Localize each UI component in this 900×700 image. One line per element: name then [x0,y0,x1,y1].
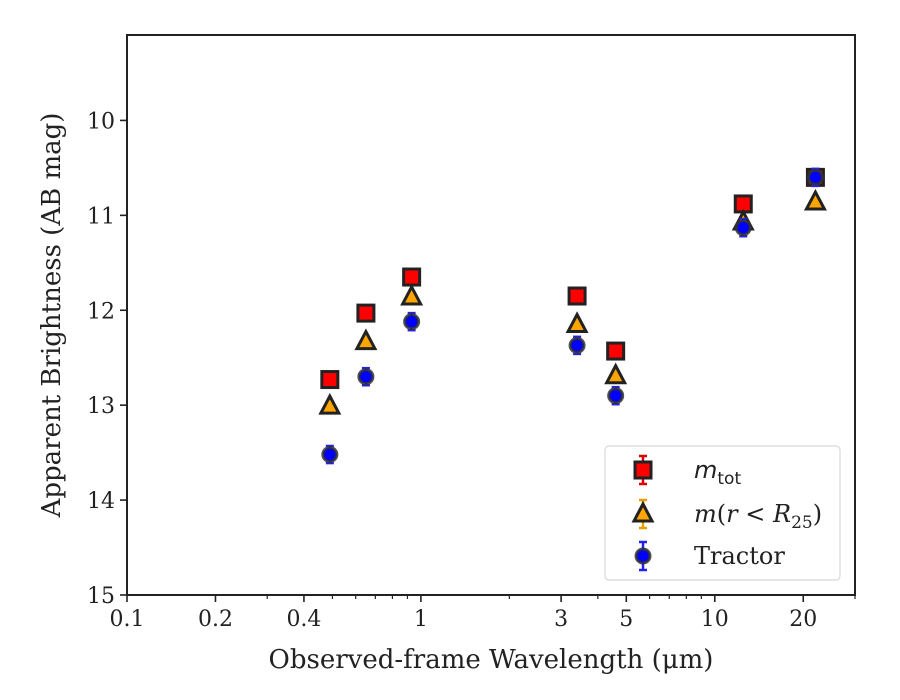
y-tick-label: 13 [87,394,115,419]
y-tick-label: 14 [87,489,115,514]
x-tick-label: 1 [414,607,428,632]
x-axis-label: Observed-frame Wavelength (μm) [269,645,714,675]
plot-area [126,34,856,596]
legend-circle-icon [634,547,652,565]
data-point [357,366,375,387]
x-tick-label: 5 [619,607,633,632]
x-axis: 0.1 0.2 0.4 1 3 5 10 20 [110,595,856,632]
triangle-marker [354,328,378,351]
data-point [803,188,827,211]
series-circle [321,167,824,465]
circle-marker [321,446,339,464]
square-marker [320,370,340,390]
x-tick-label: 3 [554,607,568,632]
plot-frame [126,34,856,596]
data-point [565,311,589,333]
square-marker [402,267,422,287]
legend-item: Tractor [634,540,785,572]
triangle-marker [604,362,628,385]
legend-box [604,445,841,581]
legend: mtot m(r < R25) Tractor [604,445,841,581]
circle-marker [403,313,421,331]
legend-item: mtot [633,454,741,489]
data-point [568,335,586,356]
data-point [734,217,752,238]
data-point [606,341,626,361]
x-tick-label: 10 [701,607,729,632]
triangle-marker [565,311,589,333]
square-marker [606,341,626,361]
y-tick-label: 10 [87,109,115,134]
data-point [356,303,376,323]
circle-marker [607,387,625,405]
triangle-marker [400,283,424,306]
data-point [320,370,340,390]
x-tick-label: 0.4 [286,607,321,632]
circle-marker [357,368,375,386]
square-marker [567,286,587,306]
data-point [402,267,422,287]
series-square [320,167,825,390]
data-point [321,444,339,465]
data-point [318,392,342,415]
data-point [567,286,587,306]
y-tick-label: 12 [87,299,115,324]
legend-label: mtot [694,456,741,489]
square-marker [356,303,376,323]
legend-triangle-icon [631,500,655,523]
x-tick-label: 20 [789,607,817,632]
y-axis-label: Apparent Brightness (AB mag) [37,113,67,519]
legend-label: m(r < R25) [694,500,822,533]
circle-marker [806,168,824,186]
data-point [400,283,424,306]
x-tick-label: 0.2 [198,607,233,632]
data-point [607,385,625,406]
data-point [604,362,628,385]
triangle-marker [318,392,342,415]
circle-marker [568,336,586,354]
legend-square-icon [633,460,653,480]
data-points [318,167,827,465]
legend-item: m(r < R25) [631,498,822,533]
data-point [403,311,421,332]
legend-label: Tractor [694,542,785,570]
x-tick-label: 0.1 [110,607,145,632]
triangle-marker [803,188,827,211]
y-tick-label: 11 [87,204,115,229]
y-tick-label: 15 [87,584,115,609]
data-point [806,167,824,188]
data-point [354,328,378,351]
y-axis: 10 11 12 13 14 15 [87,109,127,609]
circle-marker [734,219,752,237]
